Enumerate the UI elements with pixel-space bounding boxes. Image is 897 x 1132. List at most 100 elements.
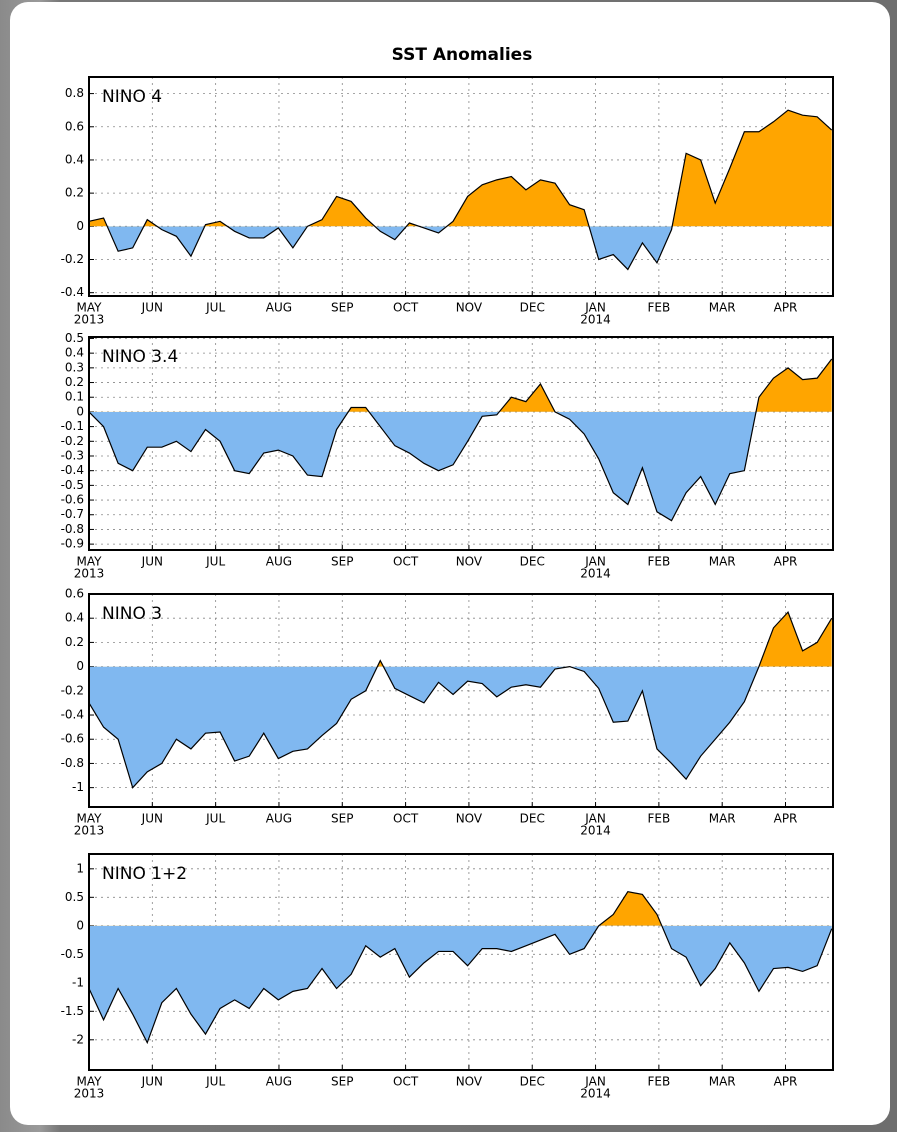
x-tick-label: JUL	[205, 555, 225, 569]
y-tick-label: -0.3	[61, 448, 84, 462]
x-tick-label: AUG	[266, 555, 292, 569]
panel-label: NINO 4	[102, 87, 162, 107]
plot-frame	[88, 593, 834, 808]
y-tick-label: -0.6	[61, 732, 84, 746]
panel-label: NINO 3.4	[102, 347, 178, 367]
area-positive	[89, 110, 832, 227]
y-tick-label: -0.5	[61, 947, 84, 961]
chart-title: SST Anomalies	[392, 45, 533, 65]
x-tick-label: APR	[774, 555, 798, 569]
area-positive	[377, 612, 832, 667]
x-year-label: 2013	[74, 567, 105, 581]
y-tick-label: -0.2	[61, 434, 84, 448]
x-tick-label: AUG	[266, 1075, 292, 1089]
x-tick-label: FEB	[648, 555, 671, 569]
x-tick-label: JAN	[584, 1075, 606, 1089]
panel-label: NINO 1+2	[102, 864, 187, 884]
y-tick-label: -0.4	[61, 285, 84, 299]
x-tick-label: DEC	[520, 812, 545, 826]
x-year-label: 2014	[580, 1087, 611, 1101]
x-tick-label: FEB	[648, 1075, 671, 1089]
y-tick-label: 0	[76, 219, 84, 233]
y-tick-label: -1	[72, 780, 84, 794]
x-tick-label: SEP	[331, 812, 353, 826]
y-tick-label: 0.4	[65, 611, 84, 625]
series-line	[88, 109, 833, 271]
x-tick-label: JAN	[584, 812, 606, 826]
x-year-label: 2013	[74, 1087, 105, 1101]
x-tick-label: MAR	[709, 301, 736, 315]
x-tick-label: MAY	[77, 301, 103, 315]
x-tick-label: JUN	[141, 1075, 163, 1089]
x-tick-label: JUN	[141, 301, 163, 315]
x-tick-label: SEP	[331, 301, 353, 315]
x-tick-label: MAY	[77, 555, 103, 569]
x-year-label: 2013	[74, 824, 105, 838]
x-tick-label: JUN	[141, 555, 163, 569]
x-tick-label: MAR	[709, 555, 736, 569]
x-year-label: 2014	[580, 313, 611, 327]
x-tick-label: APR	[774, 301, 798, 315]
y-tick-label: -0.6	[61, 493, 84, 507]
panel-label: NINO 3	[102, 604, 162, 624]
area-negative	[89, 666, 832, 788]
y-tick-label: -2	[72, 1032, 84, 1046]
x-tick-label: OCT	[393, 301, 419, 315]
y-tick-label: 0.4	[65, 346, 84, 360]
x-tick-label: DEC	[520, 1075, 545, 1089]
y-tick-label: -0.2	[61, 252, 84, 266]
y-tick-label: 0.5	[65, 331, 84, 345]
y-tick-label: -0.2	[61, 683, 84, 697]
x-tick-label: MAY	[77, 1075, 103, 1089]
series-line	[88, 611, 833, 789]
x-tick-label: DEC	[520, 555, 545, 569]
plot-frame	[88, 76, 834, 297]
x-tick-label: APR	[774, 1075, 798, 1089]
y-tick-label: -0.8	[61, 756, 84, 770]
plot-frame	[88, 853, 834, 1071]
x-tick-label: SEP	[331, 1075, 353, 1089]
area-negative	[89, 925, 832, 1043]
y-tick-label: 0.1	[65, 390, 84, 404]
x-tick-label: AUG	[266, 301, 292, 315]
x-tick-label: AUG	[266, 812, 292, 826]
x-tick-label: MAR	[709, 1075, 736, 1089]
y-tick-label: -0.5	[61, 478, 84, 492]
x-tick-label: NOV	[456, 555, 483, 569]
y-tick-label: 0.2	[65, 375, 84, 389]
y-tick-label: 0	[76, 918, 84, 932]
x-tick-label: SEP	[331, 555, 353, 569]
y-tick-label: -0.7	[61, 507, 84, 521]
y-tick-label: -0.1	[61, 419, 84, 433]
x-year-label: 2013	[74, 313, 105, 327]
y-tick-label: -1.5	[61, 1004, 84, 1018]
y-tick-label: -0.9	[61, 537, 84, 551]
y-tick-label: 1	[76, 861, 84, 875]
y-tick-label: 0.8	[65, 86, 84, 100]
x-year-label: 2014	[580, 824, 611, 838]
x-tick-label: JUL	[205, 812, 225, 826]
y-tick-label: 0.6	[65, 587, 84, 601]
x-tick-label: JAN	[584, 301, 606, 315]
y-tick-label: 0.2	[65, 186, 84, 200]
y-tick-label: 0.5	[65, 890, 84, 904]
y-tick-label: 0	[76, 404, 84, 418]
x-tick-label: FEB	[648, 301, 671, 315]
y-tick-label: -0.8	[61, 522, 84, 536]
x-tick-label: DEC	[520, 301, 545, 315]
x-tick-label: OCT	[393, 555, 419, 569]
y-tick-label: -1	[72, 975, 84, 989]
x-tick-label: MAR	[709, 812, 736, 826]
y-tick-label: -0.4	[61, 708, 84, 722]
x-tick-label: JUN	[141, 812, 163, 826]
y-tick-label: 0.6	[65, 119, 84, 133]
x-tick-label: JUL	[205, 301, 225, 315]
x-tick-label: MAY	[77, 812, 103, 826]
x-tick-label: NOV	[456, 1075, 483, 1089]
series-line	[88, 890, 833, 1045]
x-tick-label: APR	[774, 812, 798, 826]
y-tick-label: 0.3	[65, 360, 84, 374]
plot-frame	[88, 336, 834, 551]
